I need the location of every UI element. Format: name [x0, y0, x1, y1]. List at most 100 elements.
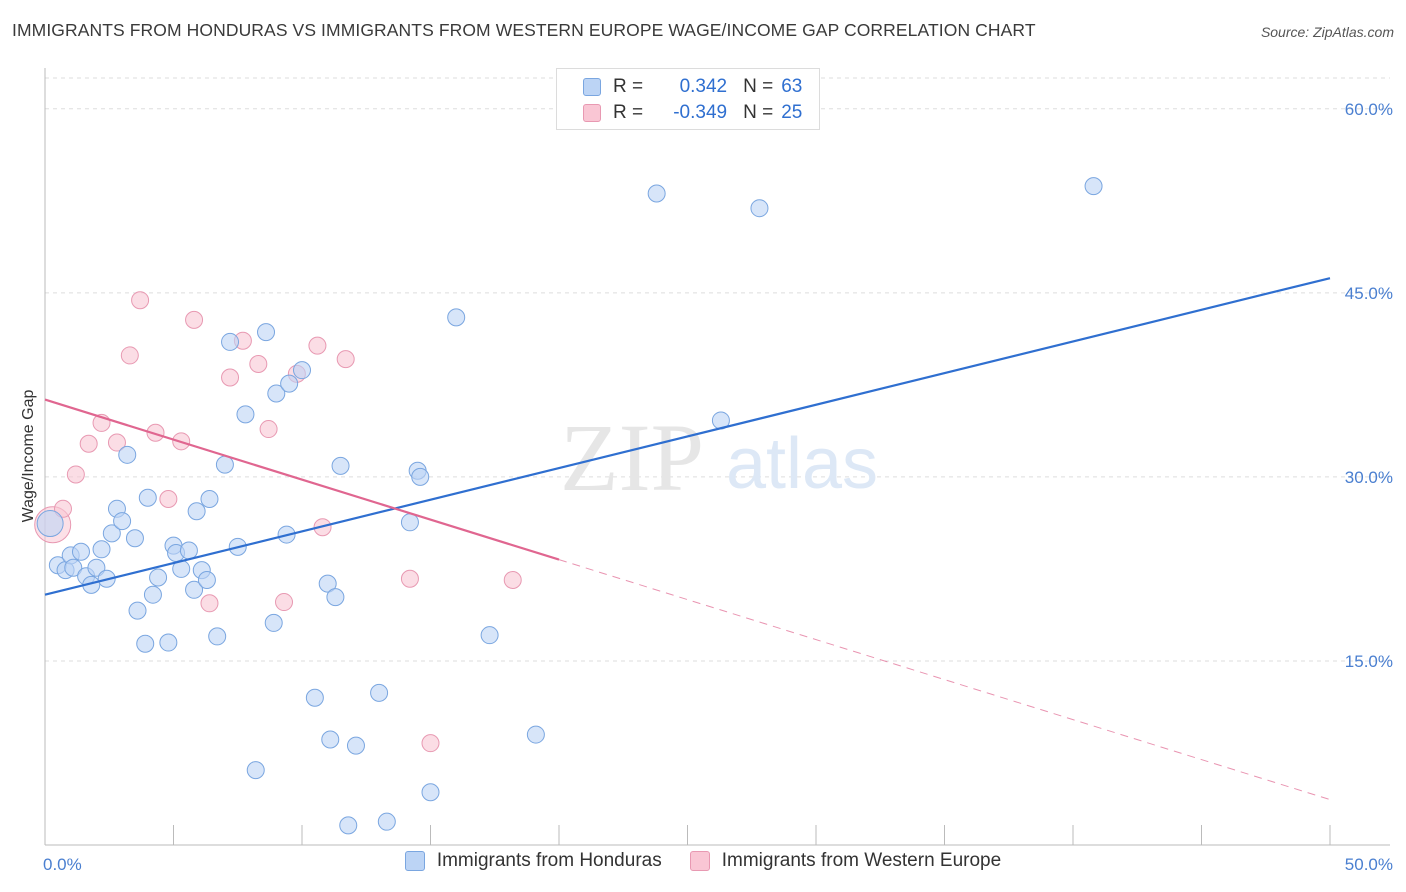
western-europe-point: [249, 355, 268, 374]
y-axis-label: Wage/Income Gap: [20, 390, 37, 523]
source-credit: Source: ZipAtlas.com: [1260, 24, 1394, 40]
honduras-point: [326, 588, 345, 607]
honduras-point: [246, 761, 265, 780]
honduras-point: [750, 199, 769, 218]
watermark-zip: ZIP: [560, 404, 704, 511]
honduras-point: [197, 570, 216, 589]
series-western-europe-points: [34, 291, 522, 753]
y-tick-label: 15.0%: [1345, 652, 1393, 671]
honduras-point: [318, 574, 337, 593]
honduras-point: [421, 783, 440, 802]
honduras-point: [339, 816, 358, 835]
honduras-point: [149, 568, 168, 587]
western-europe-point: [221, 368, 240, 387]
n-label: N =: [743, 76, 774, 97]
x-tick-label: 0.0%: [43, 855, 82, 874]
honduras-point: [321, 730, 340, 749]
honduras-point: [143, 585, 162, 604]
y-tick-label: 60.0%: [1345, 100, 1393, 119]
honduras-point: [257, 323, 276, 342]
western-europe-point: [107, 433, 126, 452]
western-europe-point: [131, 291, 150, 310]
n-value: 25: [781, 102, 803, 123]
western-europe-point: [146, 423, 165, 442]
western-europe-point: [159, 489, 178, 508]
honduras-point: [447, 308, 466, 327]
honduras-swatch: [404, 851, 425, 871]
honduras-point: [480, 626, 499, 645]
honduras-point: [293, 361, 311, 380]
n-value: 63: [781, 76, 803, 97]
trend-lines: [44, 277, 1331, 801]
honduras-point: [331, 456, 350, 475]
honduras-trend-line: [44, 277, 1331, 596]
western-europe-point: [53, 499, 72, 518]
western-europe-point: [259, 420, 278, 439]
honduras-point: [526, 725, 545, 744]
western-europe-point: [308, 336, 327, 355]
r-value: 0.342: [679, 76, 728, 97]
honduras-point: [71, 542, 90, 561]
r-label: R =: [613, 76, 644, 97]
honduras-point: [346, 736, 365, 755]
honduras-point: [647, 184, 666, 203]
honduras-point: [370, 683, 389, 702]
honduras-point: [125, 529, 144, 548]
honduras-point: [87, 558, 106, 577]
honduras-point: [215, 455, 234, 474]
western-europe-swatch: [583, 104, 601, 122]
legend-label: Immigrants from Honduras: [436, 850, 662, 871]
honduras-point: [280, 374, 299, 393]
honduras-point: [138, 488, 157, 507]
western-europe-swatch: [689, 851, 710, 871]
honduras-point: [92, 540, 111, 559]
honduras-point: [411, 467, 430, 486]
honduras-point: [159, 633, 178, 652]
honduras-point: [113, 512, 132, 531]
y-tick-label: 45.0%: [1345, 284, 1393, 303]
western-europe-point: [400, 569, 419, 588]
legend-item-honduras: Immigrants from Honduras: [404, 850, 662, 872]
honduras-point: [187, 502, 206, 521]
legend-label: Immigrants from Western Europe: [721, 850, 1002, 871]
western-europe-point: [275, 593, 294, 612]
honduras-point: [305, 688, 324, 707]
stats-legend: R = 0.342 N = 63 R = -0.349 N = 25: [556, 68, 820, 130]
n-label: N =: [743, 102, 774, 123]
watermark: ZIP atlas: [560, 404, 878, 511]
x-tick-labels: 0.0% 50.0%: [43, 855, 1393, 874]
western-europe-point: [421, 734, 440, 753]
honduras-point: [118, 445, 137, 464]
grid-lines: [45, 77, 1390, 662]
honduras-point: [179, 541, 198, 560]
honduras-point: [377, 812, 396, 831]
x-tick-label: 50.0%: [1345, 855, 1393, 874]
honduras-point: [208, 627, 227, 646]
stats-row-western-europe: R = -0.349 N = 25: [583, 101, 802, 125]
axes: [44, 68, 1390, 846]
western-europe-trend-extrapolation: [558, 559, 1331, 801]
honduras-point: [128, 601, 147, 620]
honduras-point: [1084, 177, 1103, 196]
honduras-point: [400, 513, 419, 532]
honduras-point: [185, 580, 204, 599]
honduras-point: [36, 510, 64, 538]
stats-row-honduras: R = 0.342 N = 63: [583, 75, 802, 99]
r-label: R =: [613, 102, 644, 123]
western-europe-point: [200, 594, 219, 613]
western-europe-trend-line: [44, 398, 560, 561]
legend-item-western-europe: Immigrants from Western Europe: [689, 850, 1002, 872]
honduras-point: [221, 332, 240, 351]
y-tick-label: 30.0%: [1345, 468, 1393, 487]
western-europe-point: [185, 310, 204, 329]
honduras-point: [64, 558, 83, 577]
y-tick-labels: 15.0% 30.0% 45.0% 60.0%: [1345, 100, 1393, 671]
western-europe-point: [66, 465, 85, 484]
watermark-atlas: atlas: [726, 424, 878, 504]
honduras-point: [267, 384, 286, 403]
chart-title: IMMIGRANTS FROM HONDURAS VS IMMIGRANTS F…: [12, 20, 1036, 40]
series-honduras-points: [36, 177, 1103, 835]
western-europe-point: [503, 570, 522, 589]
series-legend: Immigrants from Honduras Immigrants from…: [0, 850, 1406, 872]
